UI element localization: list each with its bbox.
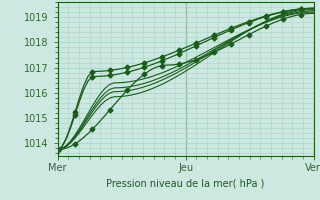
X-axis label: Pression niveau de la mer( hPa ): Pression niveau de la mer( hPa ) — [107, 179, 265, 188]
